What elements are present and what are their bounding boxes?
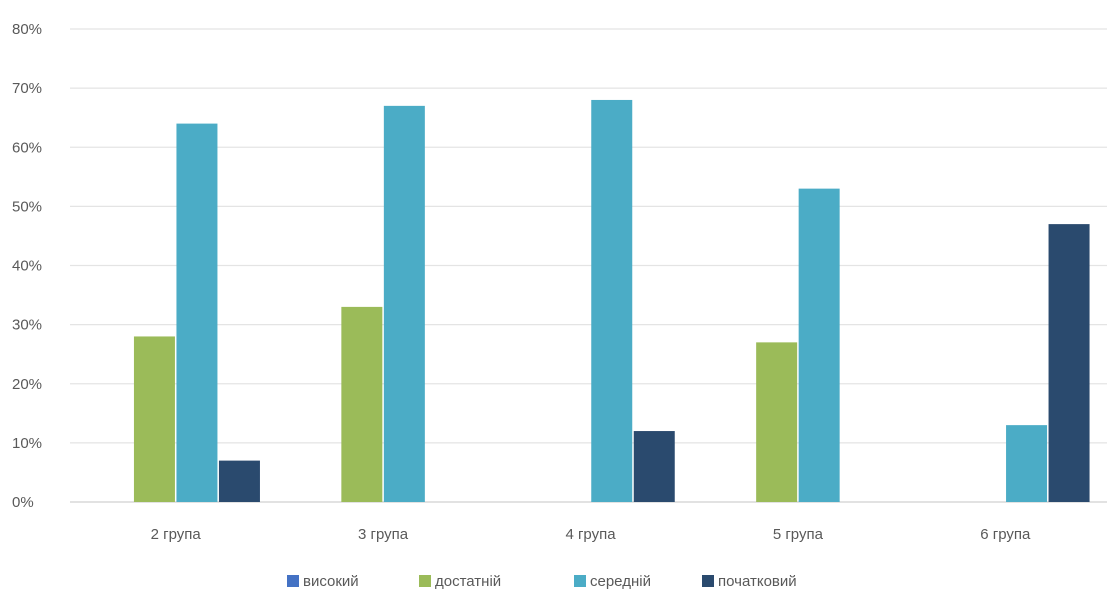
bar-4-1 xyxy=(218,460,260,502)
legend-label: початковий xyxy=(718,573,797,590)
x-category-label: 2 група xyxy=(151,526,202,543)
bar-3-5 xyxy=(1006,425,1048,502)
y-tick-label: 10% xyxy=(12,435,42,452)
y-tick-label: 80% xyxy=(12,21,42,38)
legend-item: середній xyxy=(574,573,651,590)
y-tick-label: 40% xyxy=(12,258,42,275)
bar-3-2 xyxy=(383,105,425,503)
legend-label: достатній xyxy=(435,573,501,590)
legend-label: середній xyxy=(590,573,651,590)
x-axis-labels: 2 група 3 група 4 група 5 група 6 група xyxy=(151,526,1031,543)
x-category-label: 6 група xyxy=(980,526,1031,543)
bar-3-1 xyxy=(176,123,218,502)
bar-4-5 xyxy=(1048,224,1090,503)
legend-item: початковий xyxy=(702,573,797,590)
legend-swatch xyxy=(574,575,586,587)
bar-2-4 xyxy=(756,342,798,502)
y-tick-label: 50% xyxy=(12,198,42,215)
bar-3-3 xyxy=(591,99,633,502)
y-tick-label: 0% xyxy=(12,494,34,511)
legend-label: високий xyxy=(303,573,359,590)
gridlines xyxy=(70,28,1107,503)
bar-2-2 xyxy=(341,306,383,502)
y-axis-ticks: 0% 10% 20% 30% 40% 50% 60% 70% 80% xyxy=(12,21,42,511)
y-tick-label: 60% xyxy=(12,139,42,156)
bar-4-3 xyxy=(633,431,675,502)
legend-item: достатній xyxy=(419,573,501,590)
y-tick-label: 30% xyxy=(12,317,42,334)
bar-3-4 xyxy=(798,188,840,502)
x-category-label: 3 група xyxy=(358,526,409,543)
legend-swatch xyxy=(419,575,431,587)
x-category-label: 5 група xyxy=(773,526,824,543)
legend-swatch xyxy=(287,575,299,587)
x-category-label: 4 група xyxy=(565,526,616,543)
y-tick-label: 20% xyxy=(12,376,42,393)
bar-2-1 xyxy=(133,336,175,502)
bars xyxy=(133,99,1090,503)
legend-swatch xyxy=(702,575,714,587)
legend: високий достатній середній початковий xyxy=(287,573,797,590)
y-tick-label: 70% xyxy=(12,80,42,97)
legend-item: високий xyxy=(287,573,359,590)
